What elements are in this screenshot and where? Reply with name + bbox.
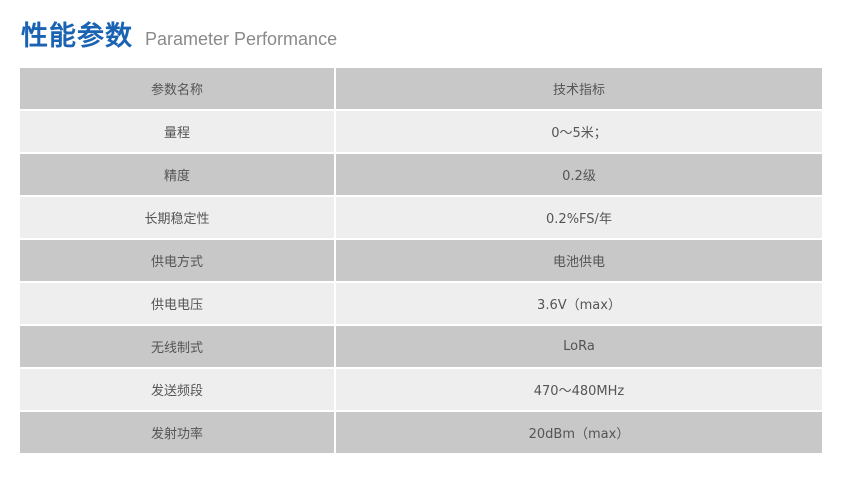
page-title: 性能参数 Parameter Performance — [21, 14, 337, 53]
table-row: 发射功率 20dBm（max） — [20, 412, 822, 453]
parameter-value-cell: 20dBm（max） — [336, 412, 822, 453]
header-parameter-name: 参数名称 — [20, 68, 334, 109]
table-row: 精度 0.2级 — [20, 154, 822, 195]
parameter-value-cell: 470～480MHz — [336, 369, 822, 410]
parameter-name-cell: 供电方式 — [20, 240, 334, 281]
parameter-name-cell: 无线制式 — [20, 326, 334, 367]
parameter-value-cell: 0.2级 — [336, 154, 822, 195]
parameter-value-cell: 3.6V（max） — [336, 283, 822, 324]
parameter-name-cell: 量程 — [20, 111, 334, 152]
parameter-value-cell: 0.2%FS/年 — [336, 197, 822, 238]
table-row: 量程 0～5米； — [20, 111, 822, 152]
parameter-name-cell: 发送频段 — [20, 369, 334, 410]
parameter-value-cell: 电池供电 — [336, 240, 822, 281]
parameter-name-cell: 长期稳定性 — [20, 197, 334, 238]
parameter-table: 参数名称 技术指标 量程 0～5米； 精度 0.2级 长期稳定性 0.2%FS/年 供电方式… — [20, 68, 822, 455]
title-chinese: 性能参数 — [21, 21, 133, 52]
table-row: 无线制式 LoRa — [20, 326, 822, 367]
parameter-name-cell: 精度 — [20, 154, 334, 195]
title-english: Parameter Performance — [145, 29, 338, 49]
header-technical-spec: 技术指标 — [336, 68, 822, 109]
table-row: 供电电压 3.6V（max） — [20, 283, 822, 324]
table-header-row: 参数名称 技术指标 — [20, 68, 822, 109]
parameter-value-cell: 0～5米； — [336, 111, 822, 152]
table-row: 供电方式 电池供电 — [20, 240, 822, 281]
table-row: 长期稳定性 0.2%FS/年 — [20, 197, 822, 238]
parameter-name-cell: 发射功率 — [20, 412, 334, 453]
parameter-value-cell: LoRa — [336, 326, 822, 367]
table-row: 发送频段 470～480MHz — [20, 369, 822, 410]
parameter-name-cell: 供电电压 — [20, 283, 334, 324]
